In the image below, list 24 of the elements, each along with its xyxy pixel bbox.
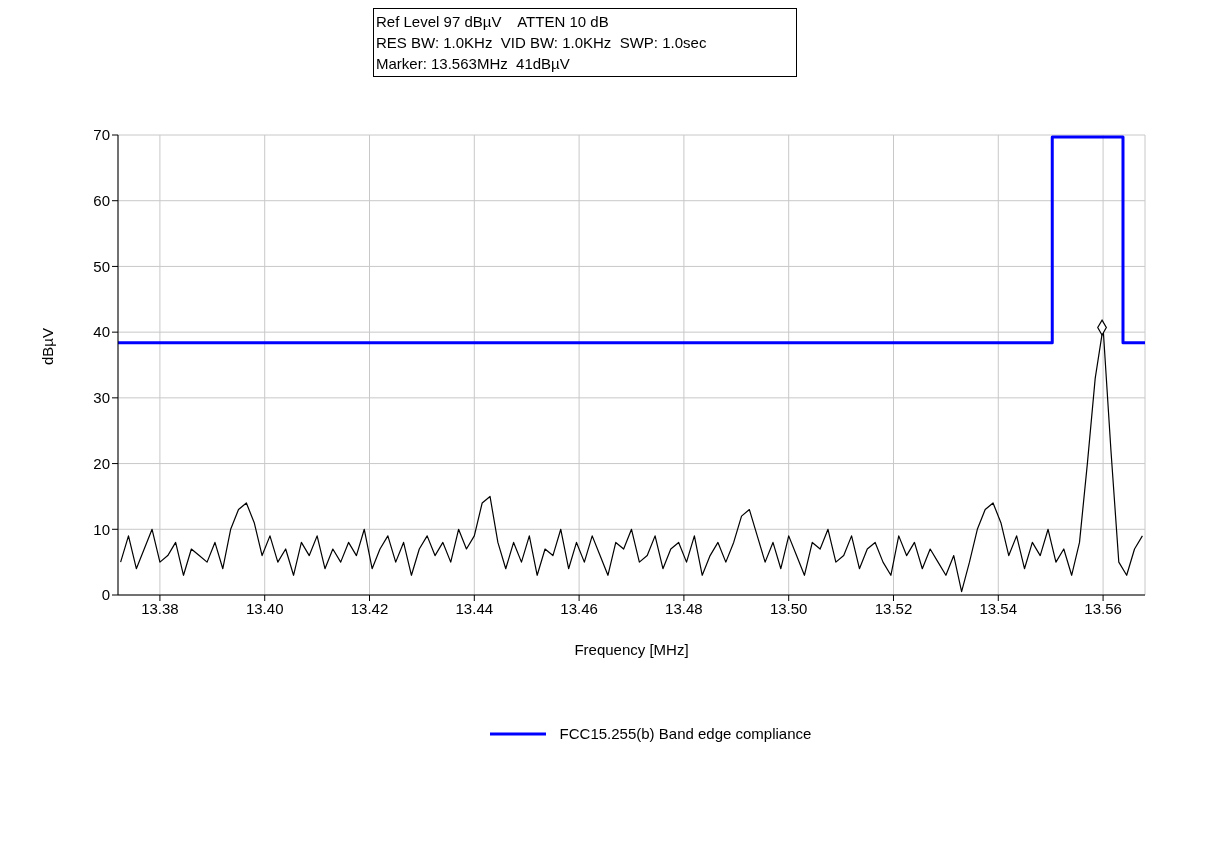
x-tick-label: 13.50 [769, 599, 808, 617]
legend-label: FCC15.255(b) Band edge compliance [559, 725, 812, 742]
y-tick-label: 10 [93, 520, 110, 538]
x-axis-title: Frequency [MHz] [574, 641, 689, 658]
x-tick-label: 13.54 [979, 599, 1018, 617]
x-tick-label: 13.38 [141, 599, 179, 617]
x-tick-label: 13.40 [245, 599, 284, 617]
x-tick-label: 13.42 [350, 599, 389, 617]
y-tick-label: 40 [93, 323, 110, 341]
y-tick-label: 70 [93, 126, 110, 144]
y-tick-label: 50 [93, 257, 110, 275]
x-tick-label: 13.44 [455, 599, 494, 617]
text: RES BW: 1.0KHz VID BW: 1.0KHz SWP: 1.0sec [376, 33, 708, 53]
text: Ref Level 97 dBµV ATTEN 10 dB [376, 12, 610, 32]
x-tick-label: 13.56 [1084, 599, 1122, 617]
y-axis-title: dBµV [39, 328, 57, 365]
y-tick-label: 60 [93, 192, 110, 210]
text: Marker: 13.563MHz 41dBµV [376, 54, 571, 74]
y-tick-label: 0 [101, 586, 110, 604]
y-tick-label: 20 [93, 454, 110, 472]
y-tick-label: 30 [93, 389, 110, 407]
x-tick-label: 13.52 [874, 599, 913, 617]
x-tick-label: 13.46 [560, 599, 598, 617]
x-tick-label: 13.48 [665, 599, 703, 617]
